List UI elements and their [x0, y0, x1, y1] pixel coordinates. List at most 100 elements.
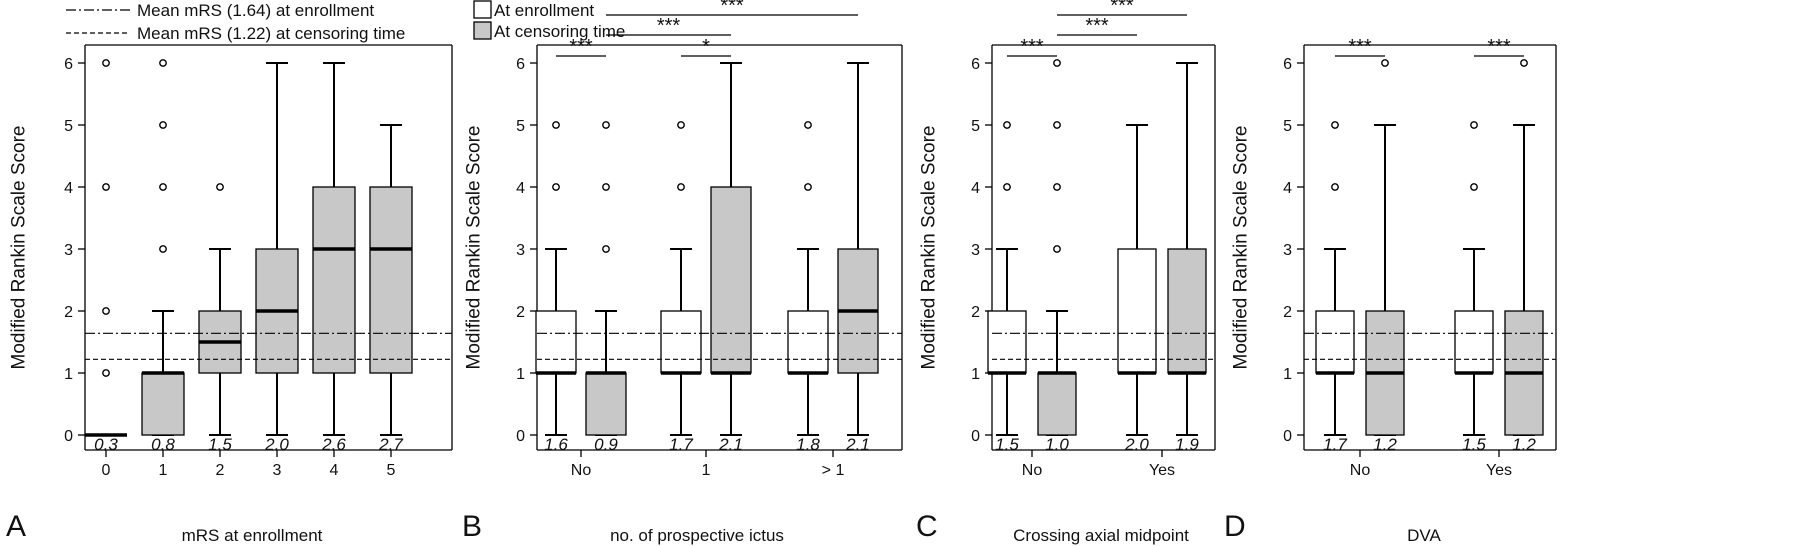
significance-bracket: ***	[1335, 36, 1385, 58]
box-censoring: 1.2	[1504, 59, 1544, 454]
significance-label: ***	[1020, 36, 1044, 58]
box-enrollment: 1.5	[1454, 121, 1494, 454]
y-tick-label: 4	[516, 180, 525, 197]
box-enrollment: 1.5	[987, 121, 1027, 454]
box-iqr	[1117, 248, 1157, 374]
mean-value-label: 1.6	[544, 435, 568, 454]
panel-c: 0 1 2 3 4 5 6 Modified Rankin Scale Score No Yes C…	[916, 0, 1216, 545]
panel-letter: C	[916, 510, 938, 543]
box-censoring: 0.9	[585, 121, 627, 454]
y-tick-label: 0	[516, 428, 525, 445]
y-tick-label: 1	[971, 366, 980, 383]
panel-b: 0 1 2 3 4 5 6 Modified Rankin Scale Score No 1 > 1…	[462, 0, 903, 545]
legend-enrollment-swatch	[473, 0, 492, 19]
box-iqr	[535, 310, 577, 374]
box-censoring: 1.2	[1365, 59, 1405, 454]
y-tick-label: 2	[64, 304, 73, 321]
box-iqr	[787, 310, 829, 374]
mean-value-label: 2.0	[264, 435, 289, 454]
y-tick-label: 4	[971, 180, 980, 197]
outlier-point	[159, 121, 167, 129]
outlier-point	[1053, 245, 1061, 253]
panel-a: 0 1 2 3 4 5 6 Modified Rankin Scale Score 0 1 2 3 4 5…	[6, 44, 453, 545]
plot-frame	[1303, 44, 1557, 451]
outlier-point	[1053, 59, 1061, 67]
mean-value-label: 2.1	[718, 435, 743, 454]
y-axis-title: Modified Rankin Scale Score	[9, 126, 30, 370]
y-tick-label: 0	[64, 428, 73, 445]
panel-letter: D	[1224, 510, 1246, 543]
significance-bracket: ***	[606, 0, 858, 17]
y-axis-title: Modified Rankin Scale Score	[1231, 126, 1252, 370]
box-iqr	[369, 186, 413, 374]
x-axis-title: no. of prospective ictus	[610, 526, 784, 545]
x-tick-label: 2	[216, 462, 225, 479]
x-tick-label: 4	[330, 462, 339, 479]
plot-frame	[84, 44, 453, 451]
legend-censoring-swatch	[473, 21, 492, 40]
x-tick-label: 1	[159, 462, 168, 479]
y-tick-label: 5	[1283, 118, 1292, 135]
plot-frame	[536, 44, 903, 451]
mean-value-label: 2.1	[845, 435, 870, 454]
mean-value-label: 1.7	[1323, 435, 1347, 454]
outlier-point	[102, 183, 110, 191]
legend-enrollment-box-label: At enrollment	[494, 1, 594, 20]
plot-frame	[991, 44, 1216, 451]
box-enrollment: 1.6	[535, 121, 577, 454]
outlier-point	[216, 183, 224, 191]
mean-value-label: 0.8	[151, 435, 175, 454]
mean-value-label: 1.2	[1373, 435, 1397, 454]
y-tick-label: 2	[1283, 304, 1292, 321]
mean-value-label: 1.5	[208, 435, 232, 454]
mean-value-label: 1.5	[995, 435, 1019, 454]
significance-bracket: *	[681, 36, 731, 58]
x-tick-label: 1	[702, 462, 711, 479]
box-iqr	[1037, 372, 1077, 436]
y-tick-label: 5	[971, 118, 980, 135]
y-tick-label: 6	[1283, 56, 1292, 73]
mean-value-label: 1.9	[1175, 435, 1199, 454]
box-censoring: 2.7	[369, 124, 413, 454]
box-iqr	[312, 186, 356, 374]
outlier-point	[102, 307, 110, 315]
box-iqr	[710, 186, 752, 374]
box-iqr	[1315, 310, 1355, 374]
outlier-point	[1331, 121, 1339, 129]
outlier-point	[677, 121, 685, 129]
y-tick-label: 6	[516, 56, 525, 73]
box-censoring: 2.0	[255, 62, 299, 454]
outlier-point	[1053, 183, 1061, 191]
outlier-point	[1470, 183, 1478, 191]
panel-d: 0 1 2 3 4 5 6 Modified Rankin Scale Score No Yes D…	[1224, 36, 1557, 545]
mean-value-label: 2.6	[321, 435, 346, 454]
y-tick-label: 3	[1283, 242, 1292, 259]
significance-label: ***	[1348, 36, 1372, 58]
box-enrollment: 2.0	[1117, 124, 1157, 454]
legend-censoring-box-label: At censoring time	[494, 22, 625, 41]
significance-label: ***	[657, 15, 681, 37]
outlier-point	[602, 245, 610, 253]
panel-letter: B	[462, 510, 482, 543]
significance-label: ***	[1085, 15, 1109, 37]
box-iqr	[1454, 310, 1494, 374]
x-tick-label: 5	[387, 462, 396, 479]
significance-label: ***	[569, 36, 593, 58]
y-tick-label: 6	[64, 56, 73, 73]
outlier-point	[552, 121, 560, 129]
box-iqr	[1167, 248, 1207, 374]
outlier-point	[1381, 59, 1389, 67]
x-tick-label: 3	[273, 462, 282, 479]
panel-letter: A	[6, 510, 26, 543]
y-tick-label: 1	[64, 366, 73, 383]
outlier-point	[102, 369, 110, 377]
x-tick-label: > 1	[822, 462, 845, 479]
outlier-point	[1003, 183, 1011, 191]
mean-value-label: 0.3	[94, 435, 118, 454]
x-tick-label: 0	[102, 462, 111, 479]
mean-value-label: 1.7	[669, 435, 693, 454]
box-iqr	[660, 310, 702, 374]
outlier-point	[159, 245, 167, 253]
legend-censoring-line-label: Mean mRS (1.22) at censoring time	[137, 24, 405, 43]
box-enrollment: 1.7	[660, 121, 702, 454]
